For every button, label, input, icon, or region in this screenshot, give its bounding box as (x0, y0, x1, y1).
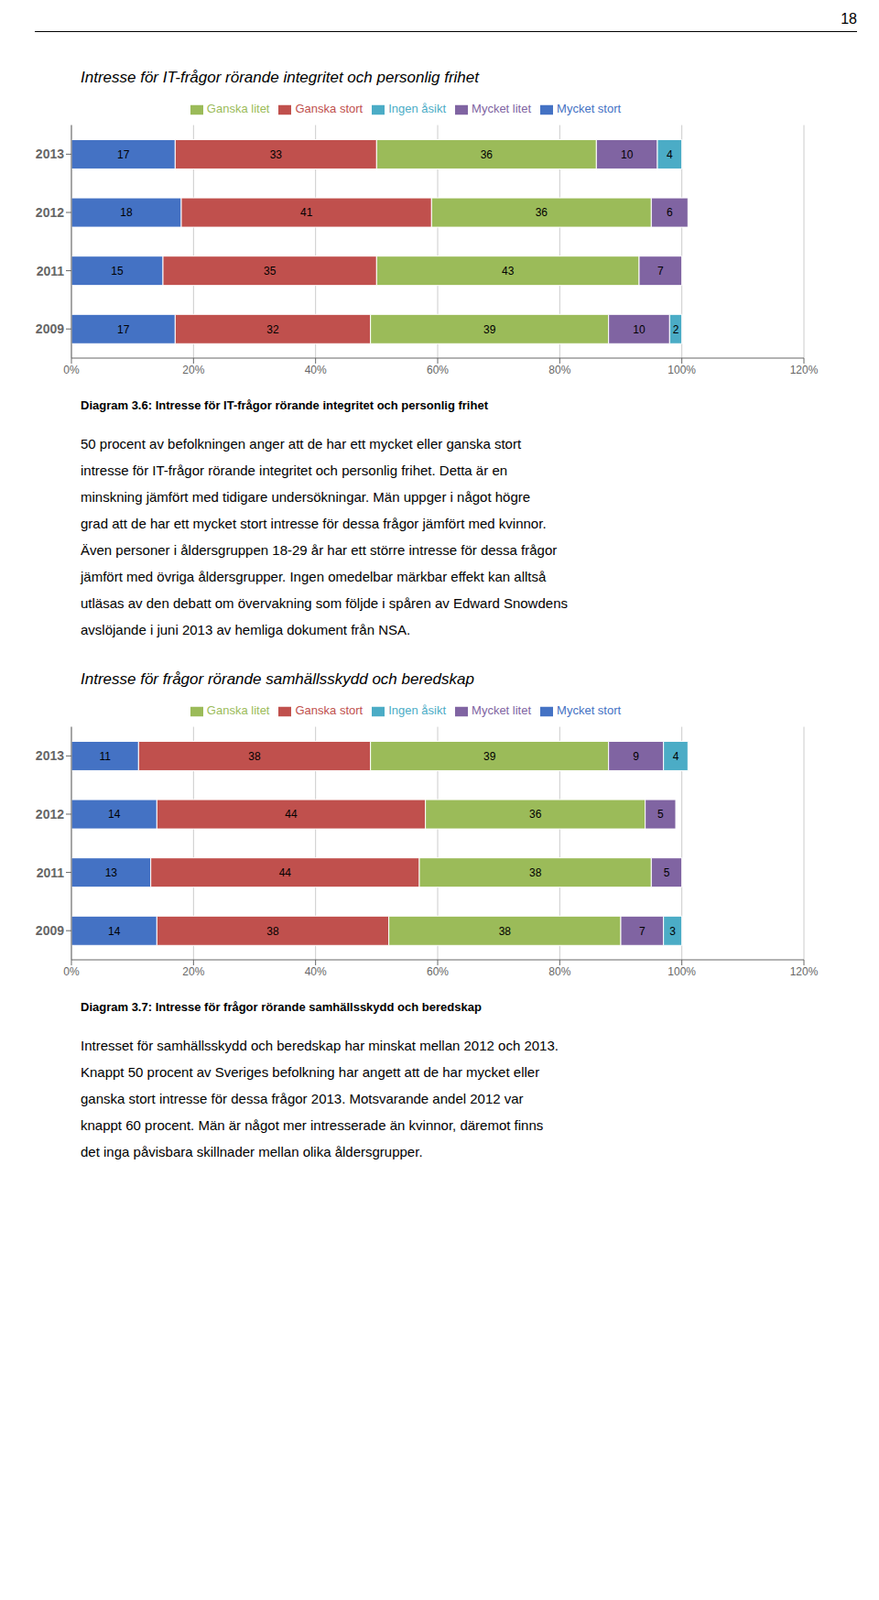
svg-text:60%: 60% (426, 363, 449, 377)
html-text:Knappt 50 procent av Sveriges: Knappt 50 procent av Sveriges befolkning… (80, 1063, 540, 1080)
html-text:Intresset för samhällsskydd oc: Intresset för samhällsskydd och beredska… (80, 1037, 559, 1053)
svg-text:4: 4 (672, 749, 680, 763)
svg-text:41: 41 (300, 206, 314, 219)
svg-text:35: 35 (263, 264, 277, 278)
svg-text:2011: 2011 (36, 263, 66, 279)
svg-text:120%: 120% (790, 965, 819, 978)
svg-text:7: 7 (639, 924, 646, 938)
html-text:knappt 60 procent. Män är någo: knappt 60 procent. Män är något mer intr… (80, 1117, 544, 1133)
svg-text:2009: 2009 (35, 922, 65, 938)
svg-text:80%: 80% (548, 965, 571, 978)
svg-text:20%: 20% (182, 363, 205, 377)
svg-text:0%: 0% (63, 363, 80, 377)
svg-text:18: 18 (119, 206, 133, 219)
svg-text:39: 39 (483, 323, 497, 337)
html-text:Intresse för frågor rörande sa: Intresse för frågor rörande samhällsskyd… (80, 670, 475, 688)
svg-text:5: 5 (657, 807, 664, 821)
html-text:Mycket stort: Mycket stort (556, 703, 621, 717)
svg-text:10: 10 (632, 323, 646, 337)
svg-text:4: 4 (666, 148, 673, 162)
svg-text:10: 10 (620, 148, 634, 162)
svg-text:14: 14 (108, 924, 121, 938)
svg-text:36: 36 (535, 206, 549, 219)
html-text:jämfört med övriga åldersgrupp: jämfört med övriga åldersgrupper. Ingen … (80, 568, 546, 585)
svg-text:2012: 2012 (35, 806, 65, 822)
html-text:Intresse för IT-frågor rörande: Intresse för IT-frågor rörande integrite… (80, 68, 479, 87)
svg-text:2012: 2012 (35, 205, 65, 220)
svg-text:2011: 2011 (36, 865, 66, 880)
svg-text:2: 2 (672, 323, 680, 337)
svg-text:38: 38 (248, 749, 261, 763)
html-text:avslöjande i juni 2013 av heml: avslöjande i juni 2013 av hemliga dokume… (80, 621, 411, 638)
svg-text:36: 36 (480, 148, 494, 162)
svg-text:39: 39 (483, 749, 497, 763)
svg-text:2009: 2009 (35, 321, 65, 337)
html-text:18: 18 (840, 10, 858, 27)
svg-text:60%: 60% (426, 965, 449, 978)
svg-text:13: 13 (105, 866, 119, 879)
svg-text:11: 11 (98, 749, 111, 763)
html-text:Ganska stort: Ganska stort (295, 101, 363, 116)
html-text:Ganska stort: Ganska stort (295, 703, 363, 717)
svg-text:36: 36 (529, 807, 543, 821)
svg-text:44: 44 (279, 866, 293, 879)
html-text:Ingen åsikt: Ingen åsikt (388, 101, 447, 116)
html-text:Diagram 3.6: Intresse för IT-f: Diagram 3.6: Intresse för IT-frågor röra… (80, 398, 489, 413)
svg-text:3: 3 (669, 924, 676, 938)
html-text:grad att de har ett mycket sto: grad att de har ett mycket stort intress… (80, 515, 547, 532)
html-text:Även personer i åldersgruppen: Även personer i åldersgruppen 18-29 år h… (80, 542, 557, 558)
html-text:Ganska litet: Ganska litet (206, 703, 270, 717)
html-text:Ingen åsikt: Ingen åsikt (388, 703, 447, 717)
svg-text:6: 6 (666, 206, 673, 219)
svg-text:9: 9 (632, 749, 640, 763)
svg-text:7: 7 (657, 264, 664, 278)
svg-text:100%: 100% (667, 965, 696, 978)
svg-text:100%: 100% (667, 363, 696, 377)
svg-text:2013: 2013 (35, 146, 65, 162)
html-text:Ganska litet: Ganska litet (206, 101, 270, 116)
svg-text:17: 17 (117, 323, 131, 337)
html-text:Mycket litet: Mycket litet (471, 703, 532, 717)
svg-text:43: 43 (501, 264, 515, 278)
svg-text:20%: 20% (182, 965, 205, 978)
html-text:Mycket stort: Mycket stort (556, 101, 621, 116)
html-text:det inga påvisbara skillnader: det inga påvisbara skillnader mellan oli… (80, 1143, 423, 1160)
svg-text:0%: 0% (63, 965, 80, 978)
svg-text:40%: 40% (304, 363, 327, 377)
html-text:ganska stort intresse för dess: ganska stort intresse för dessa frågor 2… (80, 1090, 524, 1107)
html-text:50 procent av befolkningen ang: 50 procent av befolkningen anger att de … (80, 435, 522, 452)
html-text:Mycket litet: Mycket litet (471, 101, 532, 116)
svg-text:2013: 2013 (35, 748, 65, 763)
svg-text:38: 38 (266, 924, 280, 938)
svg-text:44: 44 (284, 807, 298, 821)
html-text:utläsas av den debatt om överv: utläsas av den debatt om övervakning som… (80, 595, 568, 611)
svg-text:17: 17 (117, 148, 131, 162)
html-text:intresse för IT-frågor rörande: intresse för IT-frågor rörande integrite… (80, 462, 508, 478)
html-text:Diagram 3.7: Intresse för fråg: Diagram 3.7: Intresse för frågor rörande… (80, 999, 482, 1014)
svg-text:38: 38 (529, 866, 543, 879)
svg-text:120%: 120% (790, 363, 819, 377)
svg-text:33: 33 (270, 148, 283, 162)
svg-text:80%: 80% (548, 363, 571, 377)
svg-text:5: 5 (663, 866, 671, 879)
svg-text:40%: 40% (304, 965, 327, 978)
svg-text:38: 38 (499, 924, 512, 938)
svg-text:14: 14 (108, 807, 121, 821)
html-text:minskning jämfört med tidigare: minskning jämfört med tidigare undersökn… (80, 488, 531, 505)
svg-text:15: 15 (110, 264, 124, 278)
svg-text:32: 32 (266, 323, 280, 337)
